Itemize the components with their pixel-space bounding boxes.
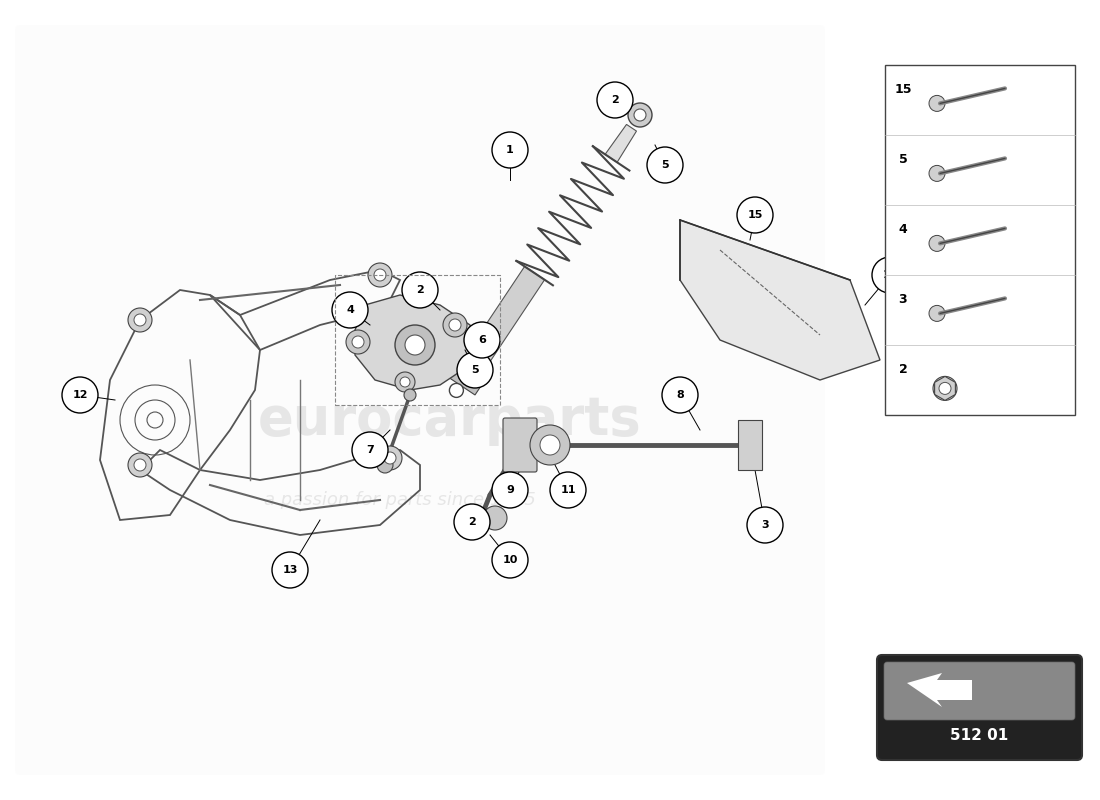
Polygon shape bbox=[446, 360, 485, 395]
Circle shape bbox=[402, 272, 438, 308]
Circle shape bbox=[272, 552, 308, 588]
Circle shape bbox=[404, 389, 416, 401]
Circle shape bbox=[483, 506, 507, 530]
Circle shape bbox=[464, 322, 500, 358]
Text: 5: 5 bbox=[661, 160, 669, 170]
Circle shape bbox=[128, 453, 152, 477]
Circle shape bbox=[450, 383, 463, 398]
Text: 4: 4 bbox=[346, 305, 354, 315]
Circle shape bbox=[384, 452, 396, 464]
FancyBboxPatch shape bbox=[15, 25, 825, 775]
Text: 1: 1 bbox=[506, 145, 514, 155]
Circle shape bbox=[62, 377, 98, 413]
Circle shape bbox=[597, 82, 632, 118]
Text: eurocarparts: eurocarparts bbox=[258, 394, 642, 446]
Circle shape bbox=[550, 472, 586, 508]
Circle shape bbox=[405, 335, 425, 355]
Circle shape bbox=[368, 263, 392, 287]
Text: 4: 4 bbox=[899, 223, 907, 236]
Circle shape bbox=[352, 336, 364, 348]
FancyBboxPatch shape bbox=[886, 65, 1075, 415]
Circle shape bbox=[454, 504, 490, 540]
Text: 14: 14 bbox=[882, 270, 898, 280]
Circle shape bbox=[939, 382, 952, 394]
Circle shape bbox=[737, 197, 773, 233]
FancyBboxPatch shape bbox=[884, 662, 1075, 720]
Text: 2: 2 bbox=[416, 285, 424, 295]
Circle shape bbox=[346, 330, 370, 354]
Text: 8: 8 bbox=[676, 390, 684, 400]
Circle shape bbox=[128, 308, 152, 332]
Circle shape bbox=[647, 147, 683, 183]
Circle shape bbox=[352, 432, 388, 468]
Text: 5: 5 bbox=[471, 365, 478, 375]
Circle shape bbox=[492, 472, 528, 508]
FancyBboxPatch shape bbox=[503, 418, 537, 472]
Circle shape bbox=[378, 446, 402, 470]
Circle shape bbox=[747, 507, 783, 543]
Text: 11: 11 bbox=[560, 485, 575, 495]
Polygon shape bbox=[605, 125, 637, 162]
Text: 12: 12 bbox=[73, 390, 88, 400]
Circle shape bbox=[134, 459, 146, 471]
Circle shape bbox=[530, 425, 570, 465]
FancyBboxPatch shape bbox=[877, 655, 1082, 760]
Polygon shape bbox=[935, 377, 956, 401]
Polygon shape bbox=[355, 295, 475, 390]
Circle shape bbox=[395, 372, 415, 392]
Circle shape bbox=[930, 306, 945, 322]
Circle shape bbox=[377, 457, 393, 473]
Text: 2: 2 bbox=[612, 95, 619, 105]
Circle shape bbox=[930, 235, 945, 251]
Text: a passion for parts since 1985: a passion for parts since 1985 bbox=[264, 491, 536, 509]
Circle shape bbox=[492, 542, 528, 578]
Text: 13: 13 bbox=[283, 565, 298, 575]
Circle shape bbox=[332, 292, 368, 328]
Text: 2: 2 bbox=[469, 517, 476, 527]
Circle shape bbox=[933, 377, 957, 401]
Circle shape bbox=[456, 352, 493, 388]
Text: 15: 15 bbox=[894, 83, 912, 96]
Polygon shape bbox=[908, 673, 972, 707]
Circle shape bbox=[492, 132, 528, 168]
Circle shape bbox=[443, 313, 468, 337]
Circle shape bbox=[374, 269, 386, 281]
Text: 15: 15 bbox=[747, 210, 762, 220]
Circle shape bbox=[395, 325, 434, 365]
Text: 6: 6 bbox=[478, 335, 486, 345]
Polygon shape bbox=[460, 266, 544, 377]
Circle shape bbox=[628, 103, 652, 127]
Text: 5: 5 bbox=[899, 153, 907, 166]
Text: 2: 2 bbox=[899, 363, 907, 376]
Polygon shape bbox=[738, 420, 762, 470]
Circle shape bbox=[400, 377, 410, 387]
Text: 10: 10 bbox=[503, 555, 518, 565]
Circle shape bbox=[634, 109, 646, 121]
Text: 7: 7 bbox=[366, 445, 374, 455]
Circle shape bbox=[449, 319, 461, 331]
Circle shape bbox=[930, 166, 945, 182]
Circle shape bbox=[930, 95, 945, 111]
Circle shape bbox=[540, 435, 560, 455]
Text: 9: 9 bbox=[506, 485, 514, 495]
Text: 512 01: 512 01 bbox=[950, 727, 1009, 742]
Circle shape bbox=[662, 377, 698, 413]
Circle shape bbox=[872, 257, 908, 293]
Text: 3: 3 bbox=[899, 293, 907, 306]
Text: 3: 3 bbox=[761, 520, 769, 530]
Circle shape bbox=[134, 314, 146, 326]
Polygon shape bbox=[680, 220, 880, 380]
